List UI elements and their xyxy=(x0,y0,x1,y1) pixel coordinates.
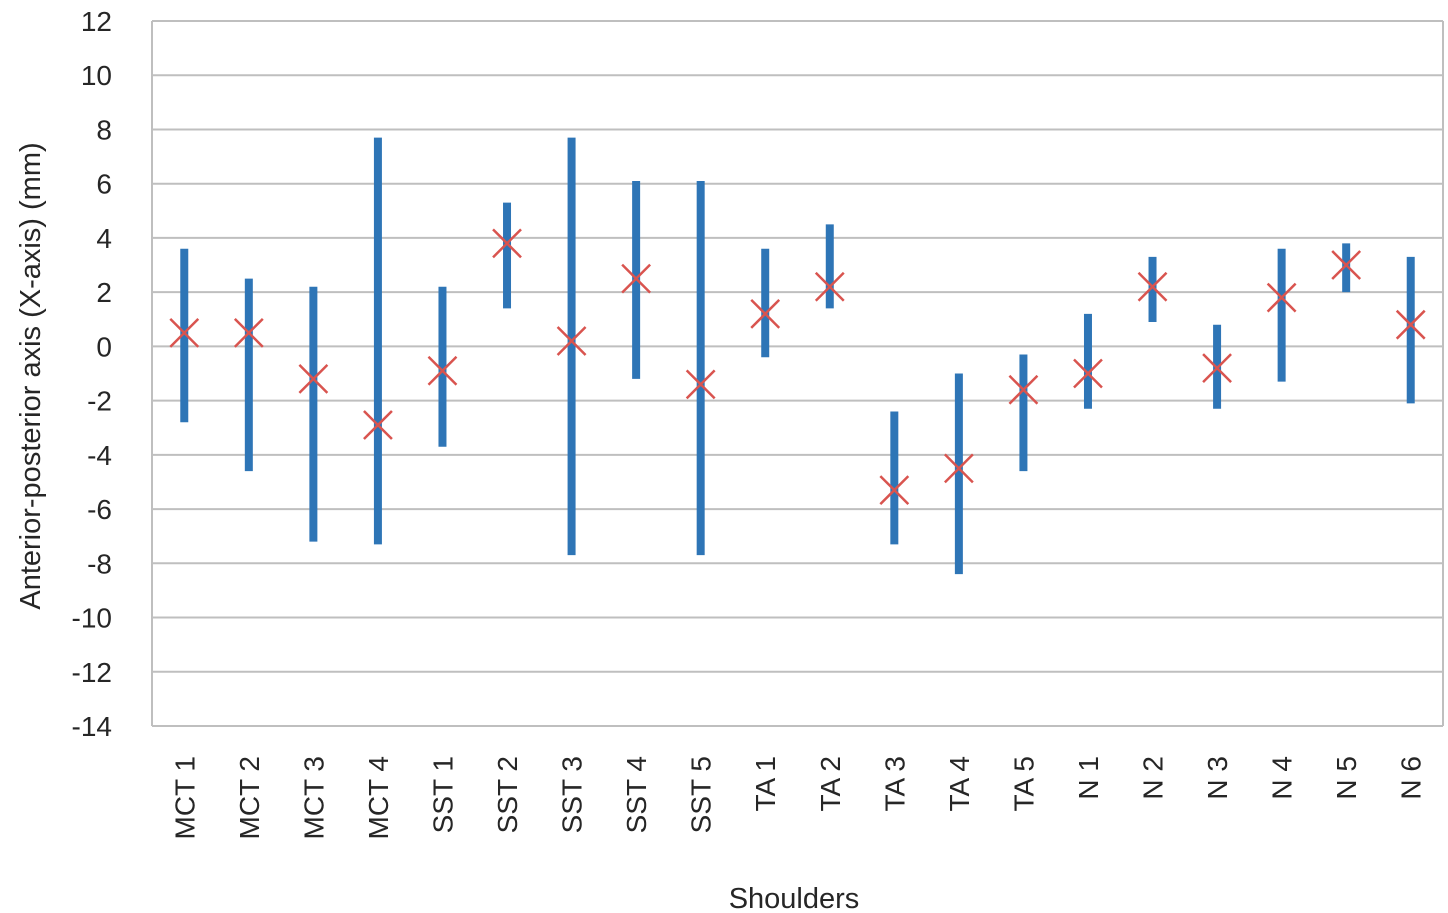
x-tick-label: SST 3 xyxy=(557,756,588,833)
x-tick-label: TA 5 xyxy=(1008,756,1039,812)
mean-marker-stroke xyxy=(492,228,522,259)
mean-marker-stroke xyxy=(298,364,329,394)
y-axis-title: Anterior-posterior axis (X-axis) (mm) xyxy=(15,142,47,609)
mean-marker xyxy=(621,263,652,294)
range-bars xyxy=(180,137,1415,575)
x-tick-label: N 6 xyxy=(1396,756,1427,800)
mean-marker-stroke xyxy=(943,453,974,484)
y-tick-label: 12 xyxy=(81,6,112,37)
y-tick-label: 6 xyxy=(96,169,112,200)
y-tick-label: 8 xyxy=(96,114,112,145)
mean-marker-stroke xyxy=(233,317,264,348)
mean-marker-stroke xyxy=(1137,271,1168,302)
x-tick-label: N 1 xyxy=(1073,756,1104,800)
mean-marker xyxy=(879,475,910,505)
mean-marker-stroke xyxy=(1266,282,1297,313)
mean-marker xyxy=(750,298,781,329)
mean-marker xyxy=(1331,250,1362,280)
x-tick-label: N 5 xyxy=(1331,756,1362,800)
mean-marker-stroke xyxy=(427,355,458,386)
x-tick-label: N 4 xyxy=(1267,756,1298,800)
x-tick-label: SST 5 xyxy=(686,756,717,833)
x-tick-label: SST 4 xyxy=(621,756,652,833)
y-tick-label: -2 xyxy=(87,386,112,417)
y-tick-label: 10 xyxy=(81,60,112,91)
mean-marker xyxy=(1202,353,1232,383)
mean-marker xyxy=(492,228,522,259)
mean-marker-stroke xyxy=(621,263,652,294)
mean-marker xyxy=(943,453,974,484)
mean-marker-stroke xyxy=(556,326,587,356)
mean-marker xyxy=(1137,271,1168,302)
mean-marker xyxy=(363,410,393,440)
y-tick-label: -12 xyxy=(72,657,112,688)
mean-marker xyxy=(298,364,329,394)
mean-marker-stroke xyxy=(169,317,200,348)
x-tick-label: MCT 2 xyxy=(234,756,265,840)
x-tick-label: N 3 xyxy=(1202,756,1233,800)
y-tick-label: 2 xyxy=(96,277,112,308)
y-axis-ticks: 12 10 8 6 4 2 0 -2 -4 -6 -8 -10 -12 -14 xyxy=(72,6,112,742)
mean-marker-stroke xyxy=(814,271,845,302)
x-tick-label: MCT 1 xyxy=(169,756,200,840)
mean-marker-stroke xyxy=(879,475,910,505)
mean-marker-stroke xyxy=(750,298,781,329)
mean-marker-stroke xyxy=(1008,374,1039,405)
x-tick-label: SST 1 xyxy=(427,756,458,833)
mean-marker xyxy=(233,317,264,348)
x-tick-label: MCT 3 xyxy=(298,756,329,840)
mean-markers xyxy=(169,228,1426,505)
mean-marker-stroke xyxy=(685,369,716,400)
x-tick-label: SST 2 xyxy=(492,756,523,833)
mean-marker-stroke xyxy=(1202,353,1232,383)
mean-marker xyxy=(685,369,716,400)
mean-marker-stroke xyxy=(363,410,393,440)
x-axis-ticks: MCT 1 MCT 2 MCT 3 MCT 4 SST 1 SST 2 SST 3 SST 4… xyxy=(169,756,1426,840)
gridlines xyxy=(151,20,1444,727)
mean-marker xyxy=(556,326,587,356)
mean-marker-stroke xyxy=(1073,358,1103,389)
y-tick-label: 4 xyxy=(96,223,112,254)
mean-marker xyxy=(427,355,458,386)
x-tick-label: TA 4 xyxy=(944,756,975,812)
y-tick-label: -8 xyxy=(87,548,112,579)
y-tick-label: 0 xyxy=(96,331,112,362)
y-tick-label: -6 xyxy=(87,494,112,525)
y-tick-label: -4 xyxy=(87,440,112,471)
mean-marker xyxy=(1266,282,1297,313)
y-tick-label: -10 xyxy=(72,603,112,634)
x-tick-label: TA 1 xyxy=(750,756,781,812)
y-tick-label: -14 xyxy=(72,711,112,742)
x-tick-label: MCT 4 xyxy=(363,756,394,840)
mean-marker xyxy=(1008,374,1039,405)
mean-marker xyxy=(169,317,200,348)
mean-marker xyxy=(1073,358,1103,389)
mean-marker-stroke xyxy=(1331,250,1362,280)
x-tick-label: N 2 xyxy=(1138,756,1169,800)
x-tick-label: TA 3 xyxy=(879,756,910,812)
mean-marker-stroke xyxy=(1395,309,1426,340)
mean-marker xyxy=(1395,309,1426,340)
x-axis-title: Shoulders xyxy=(729,883,860,913)
x-tick-label: TA 2 xyxy=(815,756,846,812)
mean-marker xyxy=(814,271,845,302)
